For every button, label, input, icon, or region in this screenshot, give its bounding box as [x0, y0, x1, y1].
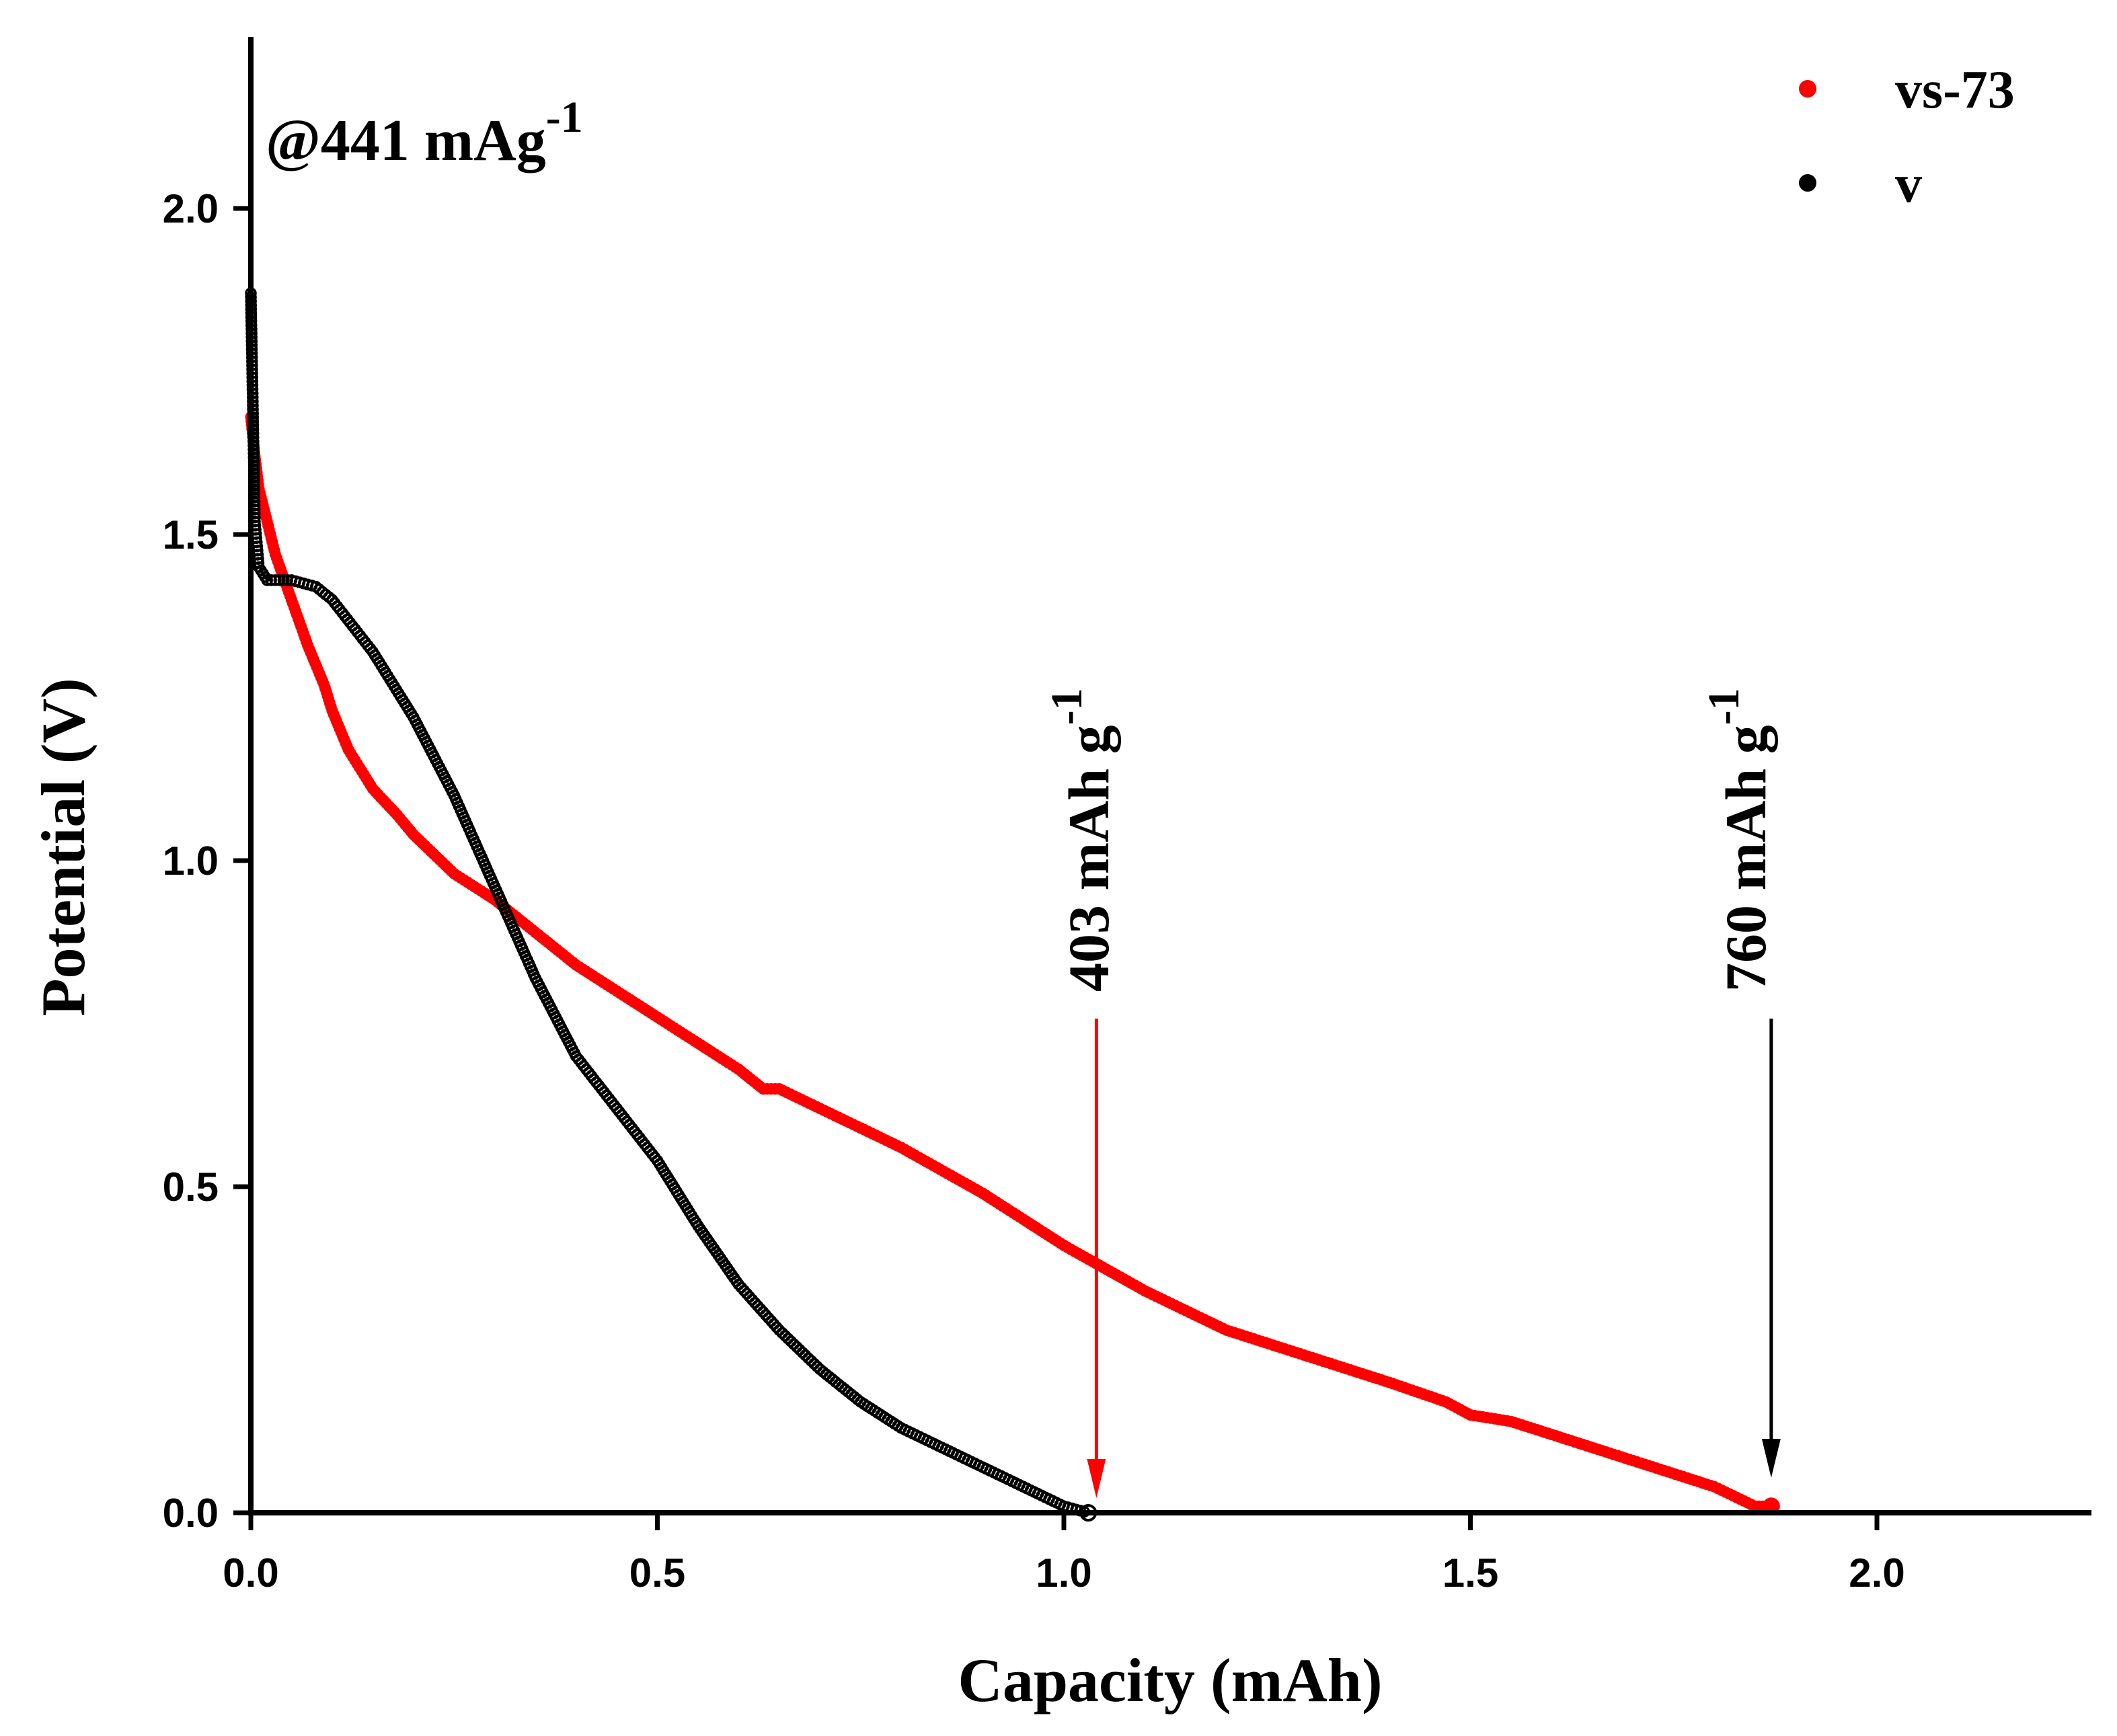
y-tick-label: 1.5 [163, 512, 219, 557]
legend: vs-73 v [1799, 61, 2015, 214]
annotation-760-sup: -1 [1699, 688, 1748, 725]
annotation-760: 760 mAh g-1 [1699, 688, 1781, 1478]
x-tick-label: 0.5 [629, 1550, 685, 1595]
annotation-403: 403 mAh g-1 [1042, 688, 1121, 1498]
data-point [277, 574, 290, 586]
axes [248, 37, 2091, 1515]
y-tick-label: 1.0 [163, 838, 219, 883]
annotation-760-text: 760 mAh g [1714, 725, 1778, 992]
arrow-760-head [1761, 1439, 1781, 1478]
annotation-403-text: 403 mAh g [1056, 725, 1121, 992]
annotation-760-label: 760 mAh g-1 [1699, 688, 1778, 992]
x-tick-label: 2.0 [1849, 1550, 1904, 1595]
data-point [273, 574, 286, 586]
rate-annotation: @441 mAg-1 [266, 93, 583, 173]
rate-annotation-sup: -1 [546, 93, 583, 142]
legend-marker-vs-73 [1799, 80, 1816, 97]
x-tick-label: 0.0 [223, 1550, 278, 1595]
y-axis-title: Potential (V) [29, 678, 98, 1016]
data-point [269, 574, 282, 586]
y-tick-label: 0.0 [163, 1491, 219, 1536]
x-tick-label: 1.5 [1442, 1550, 1498, 1595]
plot-marks [245, 287, 1780, 1522]
data-point [261, 574, 273, 586]
data-point [265, 574, 277, 586]
x-axis-title: Capacity (mAh) [958, 1646, 1382, 1714]
ticks: 0.0 0.5 1.0 1.5 2.0 0.0 0.5 1.0 1.5 2.0 [163, 186, 1905, 1595]
annotation-403-sup: -1 [1042, 688, 1091, 725]
legend-marker-v [1799, 174, 1816, 192]
series-v [245, 287, 1098, 1522]
series-vs-73 [245, 411, 1780, 1515]
y-tick-label: 0.5 [163, 1165, 219, 1210]
legend-label-vs-73: vs-73 [1895, 61, 2015, 120]
rate-annotation-text: @441 mAg [266, 108, 546, 173]
y-tick-label: 2.0 [163, 186, 219, 231]
annotation-403-label: 403 mAh g-1 [1042, 688, 1121, 992]
legend-label-v: v [1895, 155, 1922, 214]
arrow-403-head [1087, 1459, 1106, 1498]
x-tick-label: 1.0 [1036, 1550, 1091, 1595]
